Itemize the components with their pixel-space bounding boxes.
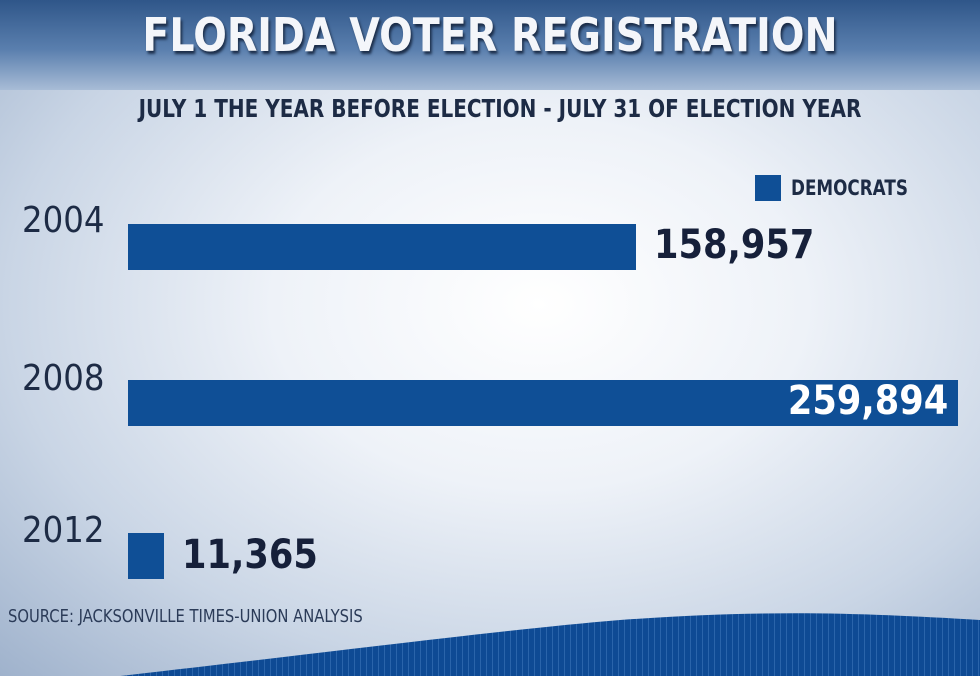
category-label-2008: 2008 — [22, 358, 105, 399]
bar-2004 — [128, 224, 636, 270]
chart-subtitle: JULY 1 THE YEAR BEFORE ELECTION - JULY 3… — [138, 94, 862, 123]
value-label-2012: 11,365 — [182, 532, 318, 578]
bar-2012 — [128, 533, 164, 579]
source-note: SOURCE: JACKSONVILLE TIMES-UNION ANALYSI… — [8, 606, 363, 627]
category-label-2004: 2004 — [22, 200, 105, 241]
legend-swatch-democrats — [755, 175, 781, 201]
legend: DEMOCRATS — [755, 175, 937, 201]
value-label-2008: 259,894 — [787, 378, 948, 424]
bar-2008 — [128, 380, 958, 426]
title-band — [0, 0, 980, 90]
value-label-2004: 158,957 — [654, 222, 815, 268]
legend-label-democrats: DEMOCRATS — [791, 176, 908, 200]
chart-title: FLORIDA VOTER REGISTRATION — [142, 8, 838, 62]
category-label-2012: 2012 — [22, 510, 105, 551]
